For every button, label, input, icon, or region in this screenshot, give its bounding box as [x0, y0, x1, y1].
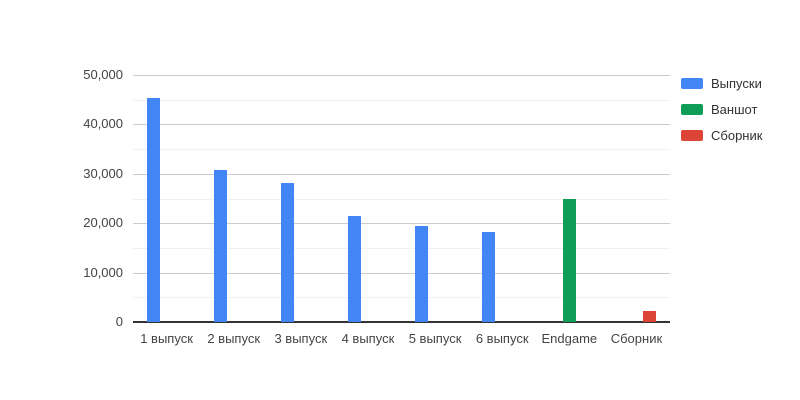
y-tick-label: 0	[115, 314, 123, 329]
y-tick-label: 20,000	[83, 215, 123, 231]
bar-5 выпуск[interactable]	[415, 226, 429, 322]
gridline-minor	[133, 198, 670, 200]
bar-4 выпуск[interactable]	[348, 216, 362, 322]
legend-item[interactable]: Выпуски	[681, 76, 762, 91]
x-tick-label: 1 выпуск	[140, 331, 193, 346]
y-tick-label: 30,000	[83, 165, 123, 181]
gridline-minor	[133, 247, 670, 249]
gridline-major	[133, 124, 670, 126]
y-tick-label: 50,000	[83, 67, 123, 82]
x-axis: 1 выпуск 2 выпуск 3 выпуск 4 выпуск 5 выпуск…	[133, 331, 670, 349]
legend-swatch-icon	[681, 78, 703, 89]
legend: Выпуски Ваншот Сборник	[681, 76, 762, 154]
bar-3 выпуск[interactable]	[280, 183, 294, 322]
gridline-major	[133, 173, 670, 175]
legend-item[interactable]: Ваншот	[681, 102, 762, 117]
x-tick-label: Endgame	[541, 331, 598, 346]
legend-label: Сборник	[711, 128, 763, 143]
x-tick-label: 3 выпуск	[274, 331, 328, 346]
bar-Endgame[interactable]	[562, 198, 576, 322]
legend-swatch-icon	[681, 104, 703, 115]
y-tick-label: 10,000	[83, 264, 123, 280]
x-axis-baseline	[133, 321, 670, 323]
x-tick-label: Сборник	[610, 331, 663, 346]
legend-label: Выпуски	[711, 76, 762, 91]
bar-6 выпуск[interactable]	[482, 231, 496, 322]
legend-item[interactable]: Сборник	[681, 128, 762, 143]
bar-2 выпуск[interactable]	[213, 170, 227, 322]
x-tick-label: 2 выпуск	[207, 331, 261, 346]
x-tick-label: 5 выпуск	[408, 331, 462, 346]
legend-label: Ваншот	[711, 102, 758, 117]
plot-area	[133, 75, 670, 323]
gridline-major	[133, 75, 670, 76]
gridline-minor	[133, 149, 670, 151]
x-tick-label: 4 выпуск	[341, 331, 395, 346]
gridline-major	[133, 223, 670, 225]
x-tick-label: 6 выпуск	[475, 331, 529, 346]
gridline-minor	[133, 297, 670, 299]
legend-swatch-icon	[681, 130, 703, 141]
bar-1 выпуск[interactable]	[146, 97, 160, 322]
y-tick-label: 40,000	[83, 116, 123, 132]
bar-Сборник[interactable]	[643, 311, 657, 322]
gridline-minor	[133, 99, 670, 101]
gridline-major	[133, 272, 670, 274]
